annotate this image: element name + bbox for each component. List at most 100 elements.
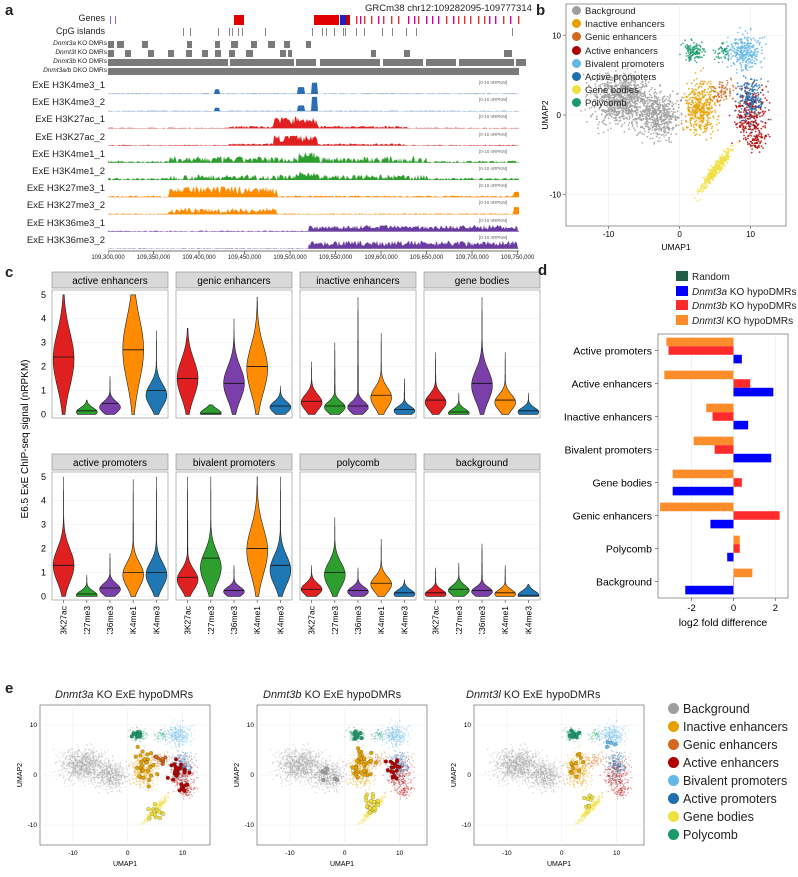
hypodmr-points	[320, 729, 402, 815]
dmr-mark	[320, 59, 380, 66]
panel-e-letter: e	[5, 680, 14, 697]
genome-x-tick-label: 109,550,000	[318, 255, 353, 261]
violin	[494, 352, 516, 415]
y-tick-label: 1	[41, 567, 46, 577]
gene-mark	[470, 16, 472, 24]
bar	[672, 486, 734, 496]
legend-item: Genic enhancers	[572, 32, 657, 43]
violin	[52, 294, 75, 415]
dmr-mark	[148, 50, 154, 57]
legend-dot	[572, 85, 581, 95]
signal-track-label: ExE H3K4me1_2	[32, 166, 105, 177]
genome-x-tick-label: 109,700,000	[455, 255, 489, 261]
facet-title: genic enhancers	[197, 276, 270, 287]
bar	[733, 535, 740, 545]
bar	[733, 544, 740, 553]
dmr-mark	[459, 59, 514, 66]
signal-track-label: ExE H3K27me3_2	[26, 200, 105, 212]
violin	[393, 579, 416, 597]
x-tick-label: 0	[126, 850, 130, 857]
y-tick-label: 0	[33, 772, 37, 779]
x-tick-label: 10	[179, 850, 187, 857]
gene-mark	[414, 16, 416, 24]
violin	[269, 476, 292, 597]
dmr-mark	[108, 59, 228, 66]
x-tick-label: 10	[396, 850, 404, 857]
y-tick-label: 10	[552, 32, 561, 41]
dmr-mark	[251, 41, 257, 48]
x-tick-label: H3K4me3	[151, 606, 161, 634]
bar	[706, 403, 734, 413]
gene-mark	[418, 16, 420, 24]
genome-x-tick-label: 109,300,000	[91, 255, 125, 261]
genome-x-tick-label: 109,450,000	[227, 255, 262, 261]
dmr-mark	[168, 50, 174, 57]
x-tick-label: 2	[773, 603, 778, 614]
facet-strip	[51, 453, 169, 471]
gene-mark	[484, 16, 486, 24]
bar-category-label: Inactive enhancers	[564, 412, 652, 424]
legend-item: Bivalent promoters	[572, 58, 664, 70]
cpg-mark	[334, 28, 335, 36]
signal-area	[108, 171, 519, 180]
x-tick-label: H3K4me1	[252, 606, 262, 634]
cpg-mark	[392, 28, 393, 36]
cpg-mark	[183, 28, 184, 36]
cpg-mark	[238, 28, 239, 36]
gene-mark	[364, 16, 366, 24]
bar-category-label: Bivalent promoters	[564, 445, 652, 457]
gene-mark	[356, 16, 358, 24]
legend-dot	[668, 757, 679, 768]
scale-label: [0-10 nRPKM]	[479, 114, 508, 120]
dmr-track-label: Dnmt3l KO DMRs	[55, 49, 107, 56]
cpg-mark	[364, 28, 365, 36]
bar	[727, 552, 734, 562]
bar	[733, 577, 734, 586]
violin	[122, 294, 144, 415]
legend-item: Polycomb	[668, 828, 738, 842]
x-tick-label: H3K27ac	[431, 605, 441, 634]
y-tick-label: 4	[41, 496, 46, 506]
legend-dot	[668, 829, 679, 840]
violin	[52, 476, 75, 597]
y-tick-label: -10	[28, 822, 38, 829]
legend-swatch	[676, 271, 688, 281]
x-tick-label: H3K4me1	[128, 606, 138, 634]
gene-mark	[510, 16, 512, 24]
legend-dot	[572, 98, 581, 108]
y-axis-title: UMAP2	[234, 763, 241, 787]
cpg-mark	[512, 28, 513, 36]
panel-c-letter: c	[5, 264, 14, 281]
legend-dot	[668, 793, 679, 804]
x-tick-label: 10	[613, 850, 621, 857]
gene-mark	[503, 16, 505, 24]
violin-grid: active enhancers 0 1 2 3 4 5 genic enhancers ina…	[20, 271, 541, 634]
bar	[660, 502, 734, 512]
violin	[99, 376, 121, 415]
gene-mark	[391, 16, 393, 24]
dmr-mark	[186, 50, 192, 57]
gene-mark	[518, 16, 520, 24]
panel-d-letter: d	[538, 262, 548, 279]
bar	[733, 387, 774, 397]
y-tick-label: 10	[30, 722, 38, 729]
genome-x-tick-label: 109,600,000	[364, 255, 398, 261]
facet-strip	[299, 453, 417, 471]
x-tick-label: -10	[603, 230, 615, 239]
gene-mark	[378, 16, 380, 24]
violin	[324, 342, 346, 415]
bar-chart: Active promoters Active enhancers Inactive…	[564, 333, 789, 629]
signal-area	[108, 240, 519, 249]
cpg-mark	[345, 28, 346, 36]
violin	[517, 584, 540, 597]
scale-label: [0-10 nRPKM]	[479, 80, 508, 85]
facet-title: polycomb	[337, 458, 380, 469]
y-tick-label: 0	[41, 409, 46, 419]
y-tick-label: 2	[41, 544, 46, 554]
umap-points	[580, 26, 772, 203]
dmr-track-label: Dnmt3b KO DMRs	[53, 58, 107, 65]
violin	[99, 553, 121, 597]
gene-mark	[458, 16, 460, 24]
legend-item: Active promoters	[668, 792, 777, 806]
violin	[176, 476, 199, 597]
